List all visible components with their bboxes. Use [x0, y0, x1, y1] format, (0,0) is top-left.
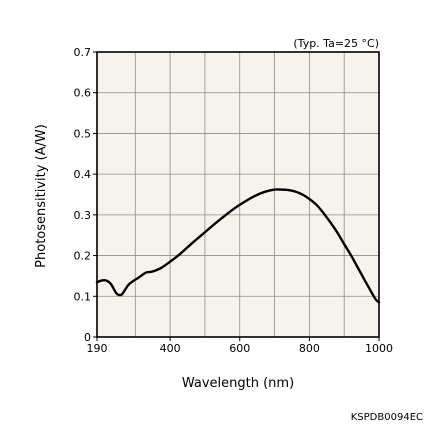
x-tick-label: 190: [87, 342, 108, 355]
gridlines: [97, 52, 379, 337]
series-line-photosensitivity: [95, 188, 381, 304]
x-axis-title: Wavelength (nm): [182, 376, 294, 391]
plot-frame: [96, 51, 380, 338]
y-tick-label: 0.3: [74, 209, 92, 222]
figure-code: KSPDB0094EC: [351, 412, 423, 423]
x-tick-label: 800: [299, 342, 320, 355]
y-tick-label: 0.5: [74, 127, 92, 140]
y-tick-label: 0: [84, 331, 91, 344]
y-tick-label: 0.6: [74, 87, 92, 100]
y-axis-title: Photosensitivity (A/W): [34, 124, 49, 268]
x-tick-label: 400: [160, 342, 181, 355]
y-tick-label: 0.7: [74, 46, 92, 59]
x-tick-label: 1000: [365, 342, 393, 355]
y-tick-label: 0.4: [74, 168, 92, 181]
y-tick-label: 0.2: [74, 250, 92, 263]
axis-ticks: 190 400 600 800 1000 0 0.1 0.2 0.3 0.4 0.5 0.6 0.7: [74, 46, 394, 355]
condition-note: (Typ. Ta=25 °C): [293, 37, 379, 50]
plot-area: [97, 52, 379, 337]
y-tick-label: 0.1: [74, 290, 92, 303]
x-tick-label: 600: [229, 342, 250, 355]
